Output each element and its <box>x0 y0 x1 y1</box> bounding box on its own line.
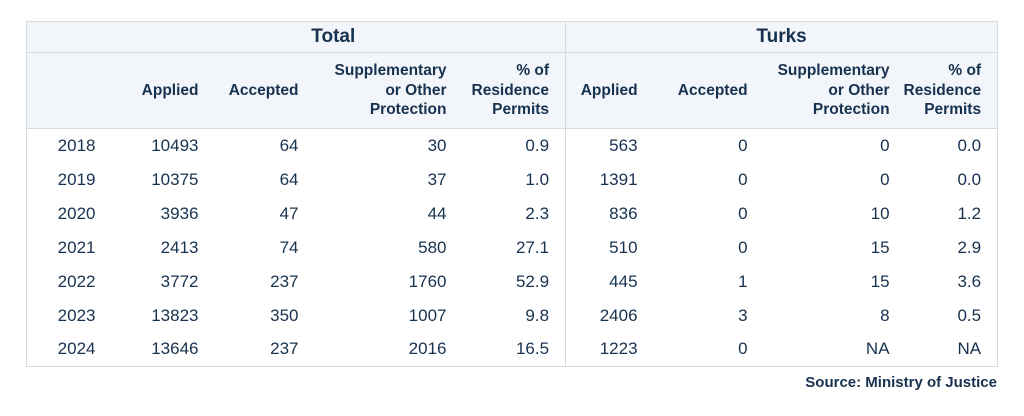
table-row-2022: 2022 3772 237 1760 52.9 445 1 15 3.6 <box>26 264 998 299</box>
total-pct-cell: 27.1 <box>454 230 566 265</box>
table-row-2021: 2021 2413 74 580 27.1 510 0 15 2.9 <box>26 230 998 265</box>
section-header-row: Total Turks <box>26 21 998 53</box>
year-cell: 2022 <box>26 264 102 299</box>
turks-accepted-cell: 0 <box>645 230 756 265</box>
total-pct-cell: 1.0 <box>454 162 566 197</box>
total-accepted-cell: 350 <box>206 298 307 333</box>
total-applied-header: Applied <box>101 52 207 129</box>
turks-applied-cell: 1223 <box>565 332 646 367</box>
total-accepted-cell: 237 <box>206 264 307 299</box>
total-pct-header: % of Residence Permits <box>454 52 566 129</box>
year-cell: 2020 <box>26 196 102 231</box>
turks-supplementary-cell: 8 <box>755 298 898 333</box>
total-accepted-cell: 64 <box>206 128 307 163</box>
turks-accepted-cell: 0 <box>645 128 756 163</box>
total-applied-cell: 2413 <box>101 230 207 265</box>
total-accepted-header: Accepted <box>206 52 307 129</box>
table-row-2019: 2019 10375 64 37 1.0 1391 0 0 0.0 <box>26 162 998 197</box>
total-pct-cell: 9.8 <box>454 298 566 333</box>
year-cell: 2023 <box>26 298 102 333</box>
source-note: Source: Ministry of Justice <box>805 374 997 391</box>
section-header-total: Total <box>101 21 566 53</box>
turks-applied-cell: 563 <box>565 128 646 163</box>
turks-pct-cell: NA <box>897 332 998 367</box>
asylum-statistics-table: Total Turks Applied Accepted Supplementa… <box>26 21 999 367</box>
turks-supplementary-header: Supplementary or Other Protection <box>755 52 898 129</box>
total-pct-cell: 2.3 <box>454 196 566 231</box>
turks-applied-cell: 836 <box>565 196 646 231</box>
total-pct-cell: 0.9 <box>454 128 566 163</box>
column-header-row: Applied Accepted Supplementary or Other … <box>26 52 998 129</box>
total-applied-cell: 13646 <box>101 332 207 367</box>
turks-pct-cell: 0.5 <box>897 298 998 333</box>
year-column-header <box>26 52 102 129</box>
turks-pct-cell: 0.0 <box>897 162 998 197</box>
total-pct-cell: 16.5 <box>454 332 566 367</box>
total-pct-cell: 52.9 <box>454 264 566 299</box>
turks-accepted-cell: 3 <box>645 298 756 333</box>
turks-pct-cell: 3.6 <box>897 264 998 299</box>
total-supplementary-header: Supplementary or Other Protection <box>306 52 455 129</box>
corner-cell <box>26 21 102 53</box>
year-cell: 2018 <box>26 128 102 163</box>
total-applied-cell: 10493 <box>101 128 207 163</box>
total-supplementary-cell: 44 <box>306 196 455 231</box>
turks-supplementary-cell: 0 <box>755 128 898 163</box>
turks-applied-cell: 2406 <box>565 298 646 333</box>
turks-applied-cell: 510 <box>565 230 646 265</box>
total-applied-cell: 13823 <box>101 298 207 333</box>
year-cell: 2024 <box>26 332 102 367</box>
turks-supplementary-cell: 15 <box>755 264 898 299</box>
table-row-2023: 2023 13823 350 1007 9.8 2406 3 8 0.5 <box>26 298 998 333</box>
turks-accepted-cell: 0 <box>645 332 756 367</box>
turks-accepted-cell: 0 <box>645 196 756 231</box>
turks-applied-cell: 445 <box>565 264 646 299</box>
total-accepted-cell: 237 <box>206 332 307 367</box>
total-supplementary-cell: 37 <box>306 162 455 197</box>
table-row-2024: 2024 13646 237 2016 16.5 1223 0 NA NA <box>26 332 998 367</box>
total-accepted-cell: 47 <box>206 196 307 231</box>
turks-supplementary-cell: NA <box>755 332 898 367</box>
turks-applied-cell: 1391 <box>565 162 646 197</box>
turks-pct-cell: 2.9 <box>897 230 998 265</box>
section-header-turks: Turks <box>565 21 998 53</box>
turks-supplementary-cell: 0 <box>755 162 898 197</box>
turks-pct-header: % of Residence Permits <box>897 52 998 129</box>
total-applied-cell: 3772 <box>101 264 207 299</box>
turks-supplementary-cell: 15 <box>755 230 898 265</box>
table-row-2018: 2018 10493 64 30 0.9 563 0 0 0.0 <box>26 128 998 163</box>
turks-supplementary-cell: 10 <box>755 196 898 231</box>
total-supplementary-cell: 30 <box>306 128 455 163</box>
table-row-2020: 2020 3936 47 44 2.3 836 0 10 1.2 <box>26 196 998 231</box>
turks-pct-cell: 1.2 <box>897 196 998 231</box>
total-accepted-cell: 74 <box>206 230 307 265</box>
total-supplementary-cell: 1760 <box>306 264 455 299</box>
turks-applied-header: Applied <box>565 52 646 129</box>
turks-accepted-cell: 1 <box>645 264 756 299</box>
total-supplementary-cell: 1007 <box>306 298 455 333</box>
total-applied-cell: 3936 <box>101 196 207 231</box>
turks-accepted-header: Accepted <box>645 52 756 129</box>
total-supplementary-cell: 2016 <box>306 332 455 367</box>
turks-accepted-cell: 0 <box>645 162 756 197</box>
year-cell: 2021 <box>26 230 102 265</box>
year-cell: 2019 <box>26 162 102 197</box>
turks-pct-cell: 0.0 <box>897 128 998 163</box>
total-applied-cell: 10375 <box>101 162 207 197</box>
total-accepted-cell: 64 <box>206 162 307 197</box>
total-supplementary-cell: 580 <box>306 230 455 265</box>
